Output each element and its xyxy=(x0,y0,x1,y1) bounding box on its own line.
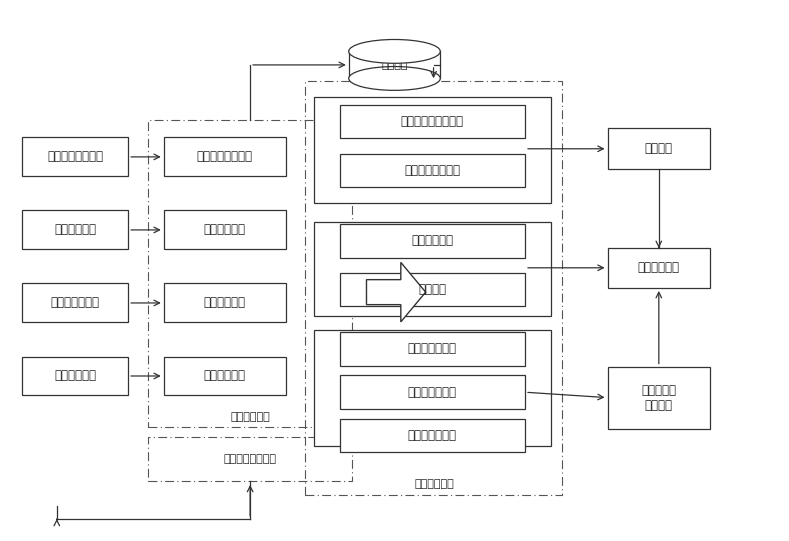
Bar xyxy=(339,154,525,187)
Bar xyxy=(339,273,525,306)
Text: 生理数据处理模块: 生理数据处理模块 xyxy=(197,150,252,163)
Bar xyxy=(339,105,525,138)
Text: 用户界面显示: 用户界面显示 xyxy=(638,261,680,274)
Text: 药物依从性分析: 药物依从性分析 xyxy=(408,429,457,442)
Text: 运动耗能计算: 运动耗能计算 xyxy=(204,296,246,309)
Text: 运动依从性分析: 运动依从性分析 xyxy=(408,386,457,399)
Text: 数据处理模块: 数据处理模块 xyxy=(230,412,270,421)
Bar xyxy=(314,97,551,203)
Text: 运动分析: 运动分析 xyxy=(418,283,447,296)
Bar xyxy=(608,367,710,428)
Bar xyxy=(339,224,525,258)
Bar xyxy=(163,210,286,249)
Text: 用户自我管理工具: 用户自我管理工具 xyxy=(223,454,277,464)
Bar xyxy=(339,419,525,452)
Polygon shape xyxy=(366,262,426,322)
Text: 数据分析模块: 数据分析模块 xyxy=(414,479,454,489)
Ellipse shape xyxy=(349,67,440,90)
Bar xyxy=(163,357,286,395)
Bar xyxy=(148,120,352,427)
Text: 药物使用信息: 药物使用信息 xyxy=(54,370,96,382)
Bar xyxy=(163,137,286,176)
Bar xyxy=(314,330,551,446)
Text: 药物处理模块: 药物处理模块 xyxy=(204,370,246,382)
Bar xyxy=(314,222,551,316)
Bar xyxy=(22,283,128,322)
Bar xyxy=(148,437,352,481)
Bar xyxy=(608,129,710,169)
Text: 食物依从性分析: 食物依从性分析 xyxy=(408,342,457,355)
Text: 运动与活动信息: 运动与活动信息 xyxy=(50,296,99,309)
Text: 短期血糖风险预测: 短期血糖风险预测 xyxy=(405,164,460,177)
Bar xyxy=(608,248,710,288)
Text: 热量平衡分析: 热量平衡分析 xyxy=(411,234,454,247)
Bar xyxy=(22,357,128,395)
Text: 糖尿病管理
专家系统: 糖尿病管理 专家系统 xyxy=(641,384,676,412)
Bar xyxy=(349,51,440,78)
Text: 告警管理: 告警管理 xyxy=(645,142,673,155)
Text: 持续血糖变化信息: 持续血糖变化信息 xyxy=(47,150,103,163)
Text: 食物摄入信息: 食物摄入信息 xyxy=(54,223,96,236)
Text: 长期并发症风险评估: 长期并发症风险评估 xyxy=(401,115,464,128)
Bar xyxy=(339,332,525,366)
Ellipse shape xyxy=(349,39,440,63)
Bar xyxy=(163,283,286,322)
Bar xyxy=(22,210,128,249)
Bar xyxy=(22,137,128,176)
Bar xyxy=(339,375,525,409)
Text: 数据存储: 数据存储 xyxy=(381,60,408,70)
Bar xyxy=(305,81,562,495)
Text: 摄入热量计算: 摄入热量计算 xyxy=(204,223,246,236)
